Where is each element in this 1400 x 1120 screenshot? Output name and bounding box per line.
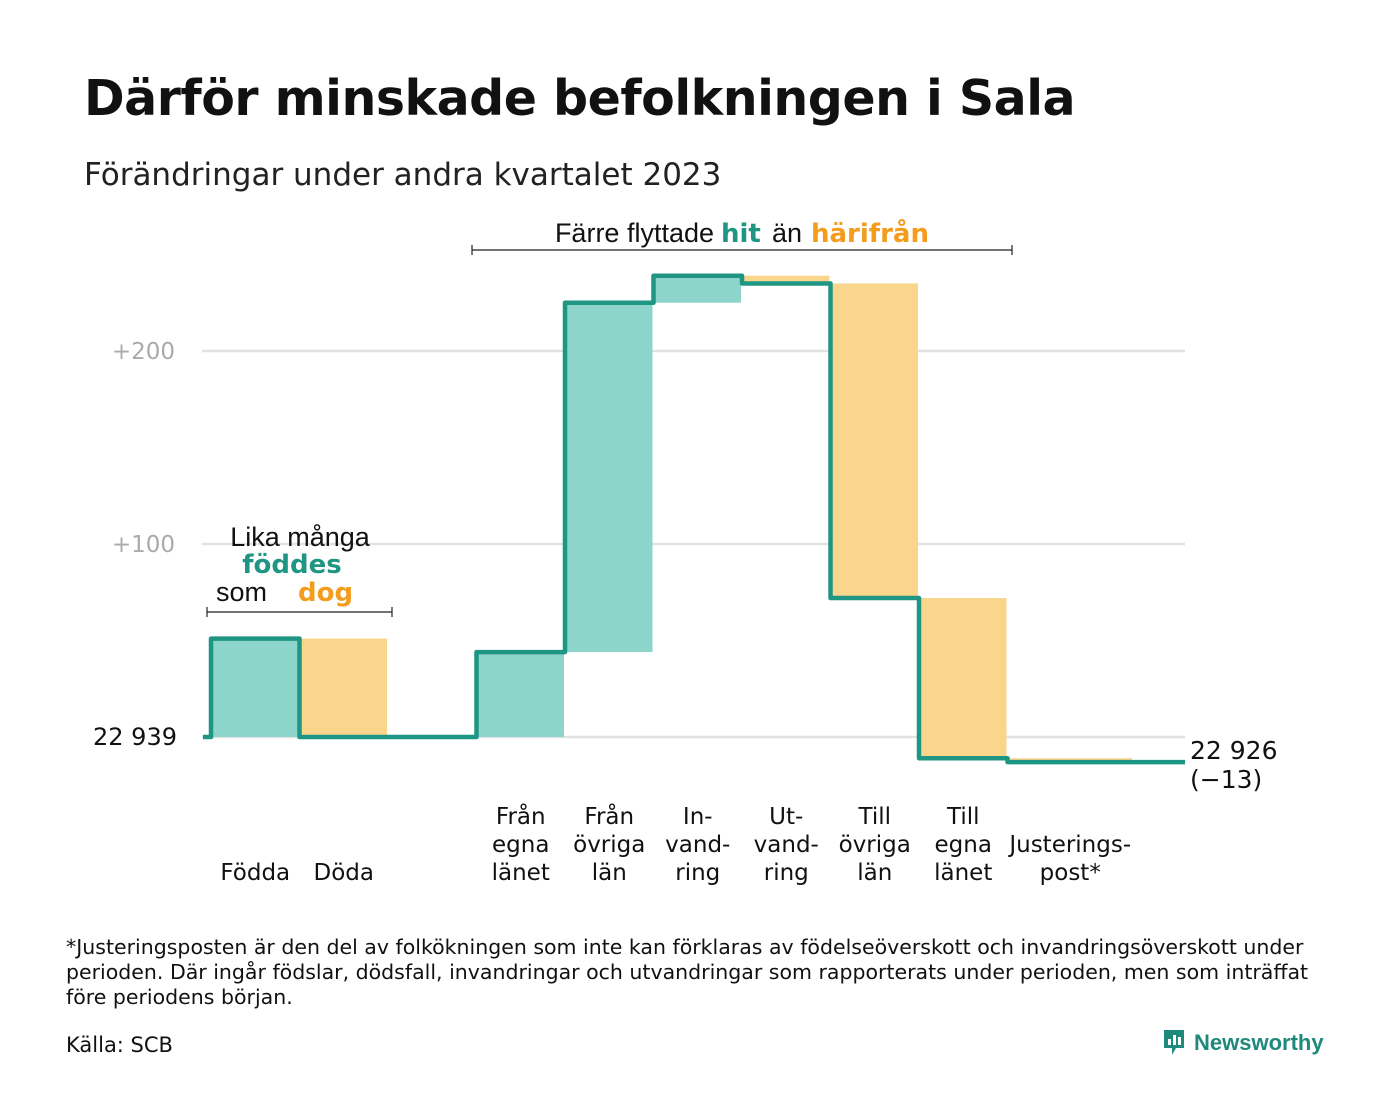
category-label: Ut-vand-ring — [754, 804, 819, 886]
newsworthy-chart-icon — [1164, 1030, 1184, 1055]
births-annotation: Lika många föddes som dog — [206, 522, 393, 617]
category-label: In-vand-ring — [665, 804, 730, 886]
labels: +100 +200 22 939 Födda Döda Från egna länet Från… — [93, 339, 1277, 886]
category-label: Döda — [314, 860, 374, 886]
footnote: *Justeringsposten är den del av folkökni… — [66, 935, 1309, 1009]
y-tick-label: +100 — [112, 532, 175, 558]
moves-annotation-hit: hit — [721, 219, 761, 249]
waterfall-chart: +100 +200 22 939 Födda Döda Från egna länet Från… — [93, 217, 1277, 886]
bar-till-egna-länet — [919, 598, 1007, 759]
source-label: Källa: SCB — [66, 1033, 173, 1057]
bars — [211, 275, 1132, 763]
end-change-label: (−13) — [1190, 765, 1262, 794]
category-label: Från egna länet — [492, 802, 550, 886]
chart-subtitle: Förändringar under andra kvartalet 2023 — [84, 157, 722, 193]
bar-invandring — [653, 275, 741, 303]
bar-födda — [211, 638, 299, 737]
births-bracket — [206, 607, 393, 617]
y-tick-label: +200 — [112, 339, 175, 365]
chart-title: Därför minskade befolkningen i Sala — [84, 70, 1076, 127]
start-value-label: 22 939 — [93, 723, 177, 751]
bar-utvandring — [742, 275, 830, 284]
step-line — [203, 273, 1185, 765]
category-label: Justerings-post* — [1007, 832, 1131, 886]
newsworthy-logo[interactable]: Newsworthy — [1162, 1028, 1324, 1058]
moves-annotation-harifran: härifrån — [811, 217, 929, 249]
bar-från-egna-länet — [476, 652, 564, 737]
births-annotation-som: som — [216, 577, 267, 607]
category-label: Till egna länet — [934, 804, 992, 886]
category-label: Födda — [220, 860, 290, 886]
end-value-label: 22 926 — [1190, 736, 1277, 765]
bar-till-övriga-län — [830, 283, 918, 599]
moves-annotation: Färre flyttade hit än härifrån — [471, 217, 1013, 255]
bar-från-övriga-län — [565, 302, 653, 653]
births-annotation-line1: Lika många — [230, 522, 371, 552]
moves-annotation-part1: Färre flyttade — [555, 218, 714, 248]
step-line-path — [203, 273, 1185, 765]
moves-annotation-an: än — [772, 218, 802, 248]
moves-bracket — [471, 245, 1013, 255]
births-annotation-line2: föddes — [242, 550, 342, 580]
births-annotation-dog: dog — [298, 578, 353, 608]
category-label: Från övriga län — [573, 802, 645, 886]
category-label: Till övriga län — [839, 804, 911, 886]
logo-text: Newsworthy — [1194, 1030, 1324, 1055]
bar-döda — [299, 638, 387, 737]
